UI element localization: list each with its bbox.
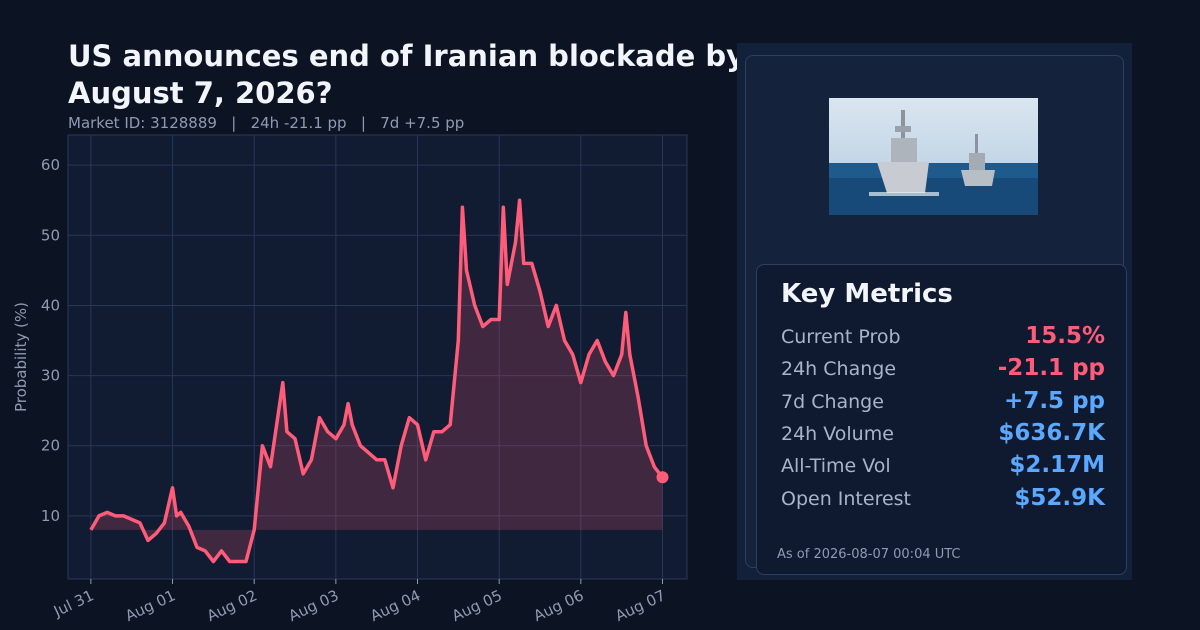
y-tick-label: 40 [41,296,60,314]
metrics-title: Key Metrics [781,279,953,309]
title: US announces end of Iranian blockade by … [68,39,746,110]
y-tick-label: 30 [41,367,60,385]
metric-label: Open Interest [781,487,912,510]
card: Key Metrics Current Prob 15.5% 24h Change -… [745,55,1127,575]
x-tick-label: Aug 06 [531,586,587,625]
metric-row: 24h Change -21.1 pp [781,355,1105,390]
metric-label: 7d Change [781,390,884,413]
metric-row: 24h Volume $636.7K [781,419,1105,455]
metric-label: All-Time Vol [781,455,891,478]
side-panel: Key Metrics Current Prob 15.5% 24h Change -… [737,43,1132,580]
metric-label: Current Prob [781,326,901,348]
metric-row: Current Prob 15.5% [781,323,1105,358]
metric-row: 7d Change +7.5 pp [781,387,1105,423]
x-tick-label: Aug 03 [286,586,342,625]
x-tick-label: Jul 31 [50,586,97,620]
x-tick-label: Aug 05 [449,586,505,625]
y-tick-label: 50 [41,226,60,244]
metric-row: All-Time Vol $2.17M [781,452,1105,487]
metric-value: +7.5 pp [1004,387,1105,414]
metric-value: -21.1 pp [997,355,1105,382]
x-tick-label: Aug 02 [204,586,260,625]
last-point [656,471,669,484]
line [89,198,664,564]
area [90,200,663,562]
as-of: As of 2026-08-07 00:04 UTC [777,547,961,562]
metric-value: 15.5% [1025,323,1105,349]
y-tick-label: 20 [41,437,60,455]
plot-area [67,134,688,580]
metric-value: $2.17M [1009,452,1105,479]
y-tick-label: 10 [41,507,60,525]
y-tick-label: 60 [41,156,60,174]
metric-value: $636.7K [998,419,1105,446]
y-axis-label: Probability (%) [12,302,30,412]
metrics-box: Key Metrics Current Prob 15.5% 24h Change -… [756,264,1127,575]
metric-label: 24h Volume [781,422,894,445]
subtitle: Market ID: 3128889 | 24h -21.1 pp | 7d +… [68,114,465,132]
x-tick-label: Aug 07 [612,586,668,625]
market-image [829,98,1038,215]
metric-value: $52.9K [1014,484,1105,511]
metric-row: Open Interest $52.9K [781,484,1105,520]
metric-label: 24h Change [781,358,897,381]
x-tick-label: Aug 04 [367,586,423,625]
chart: Probability (%) 10 20 30 40 50 60 Jul 31 Aug 01… [12,134,688,625]
x-tick-label: Aug 01 [122,586,178,625]
